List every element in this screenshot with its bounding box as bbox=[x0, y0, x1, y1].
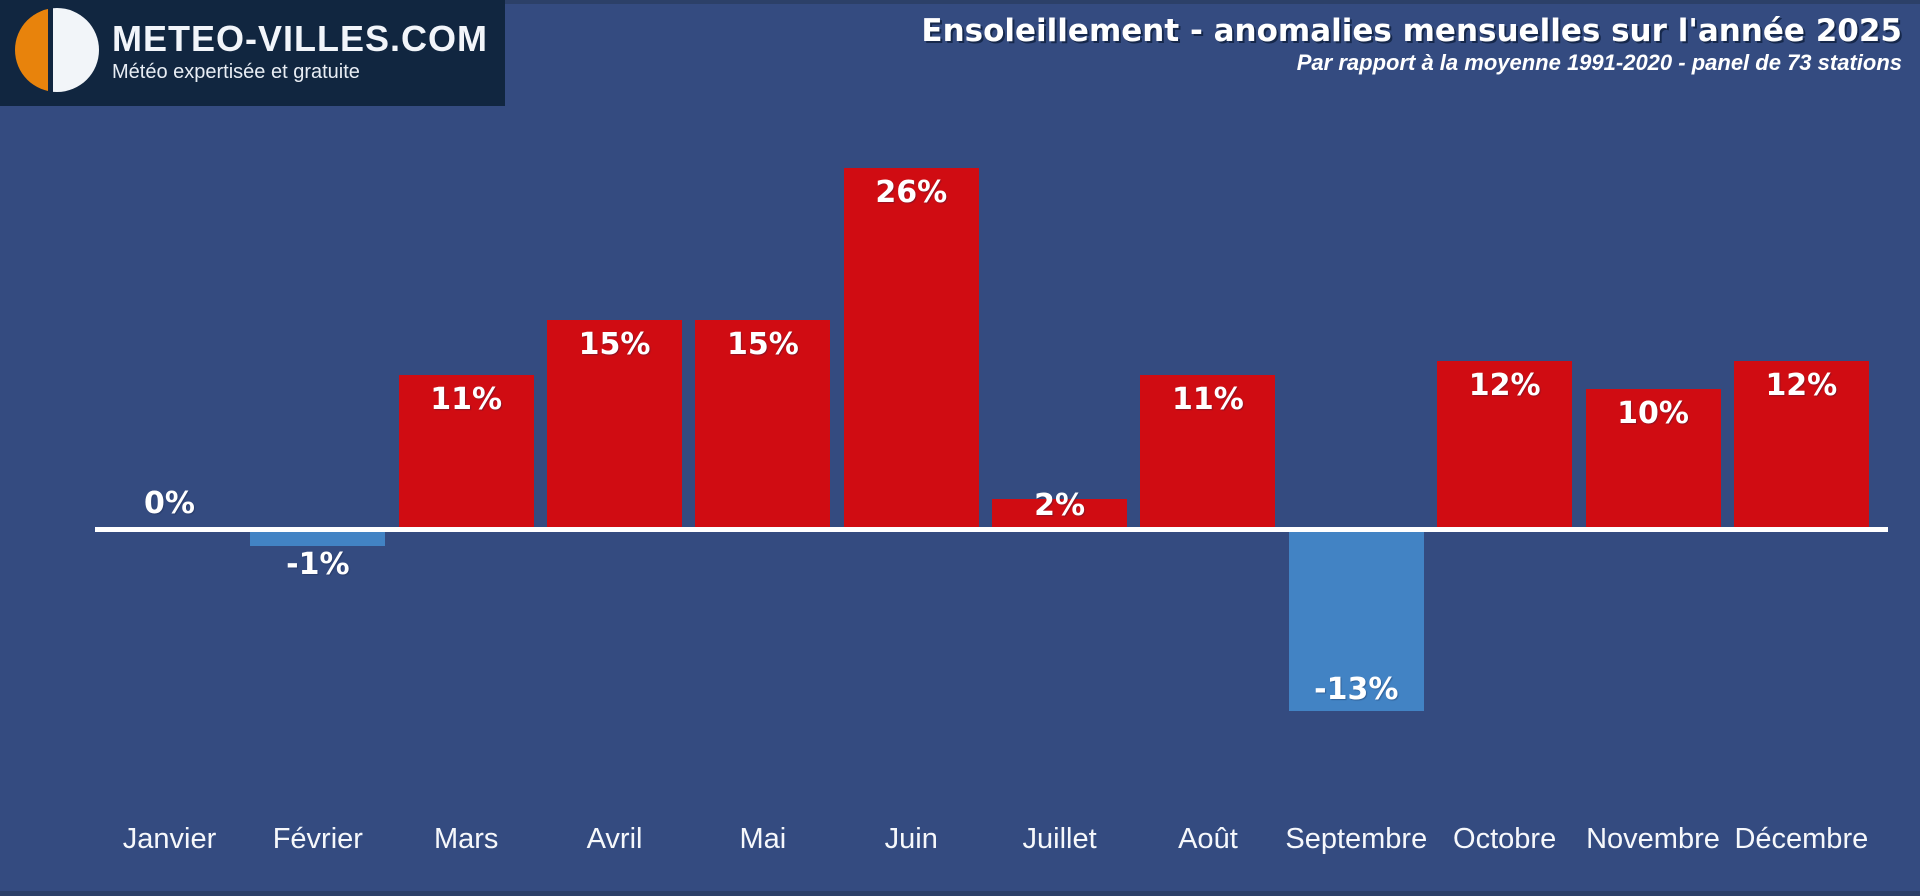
chart-subtitle: Par rapport à la moyenne 1991-2020 - pan… bbox=[1296, 50, 1902, 75]
month-label-janvier: Janvier bbox=[122, 823, 217, 855]
month-label-octobre: Octobre bbox=[1453, 823, 1557, 855]
bar-juillet bbox=[992, 499, 1128, 527]
month-label-mars: Mars bbox=[433, 823, 499, 855]
bar-value-decembre: 12% bbox=[1765, 368, 1838, 403]
bar-value-septembre: -13% bbox=[1314, 672, 1399, 707]
brand-name: METEO-VILLES.COM bbox=[112, 18, 488, 59]
brand-tagline: Météo expertisée et gratuite bbox=[112, 61, 360, 83]
top-edge-strip bbox=[0, 0, 1920, 4]
month-label-septembre: Septembre bbox=[1285, 823, 1428, 855]
bar-septembre bbox=[1288, 532, 1424, 711]
bar-aout bbox=[1140, 375, 1276, 527]
bar-novembre bbox=[1585, 389, 1721, 527]
zero-baseline bbox=[95, 527, 1888, 532]
bar-avril bbox=[547, 320, 683, 527]
bar-mars bbox=[398, 375, 534, 527]
bar-value-janvier: 0% bbox=[144, 486, 195, 521]
bar-value-fevrier: -1% bbox=[286, 547, 350, 582]
bar-fevrier bbox=[250, 532, 386, 546]
bar-value-aout: 11% bbox=[1172, 382, 1244, 417]
bar-value-novembre: 10% bbox=[1617, 396, 1689, 431]
bar-mai bbox=[695, 320, 831, 527]
logo-text: METEO-VILLES.COM Météo expertisée et gra… bbox=[112, 20, 488, 84]
month-label-juin: Juin bbox=[884, 823, 938, 855]
chart-title: Ensoleillement - anomalies mensuelles su… bbox=[921, 13, 1902, 49]
bar-value-mars: 11% bbox=[430, 382, 503, 417]
bar-value-juillet: 2% bbox=[1034, 488, 1086, 523]
bar-value-juin: 26% bbox=[875, 175, 948, 210]
month-label-mai: Mai bbox=[739, 823, 787, 855]
month-label-decembre: Décembre bbox=[1734, 823, 1869, 855]
bar-octobre bbox=[1437, 361, 1573, 527]
month-label-aout: Août bbox=[1178, 823, 1238, 855]
meteo-villes-logo-icon bbox=[15, 8, 99, 92]
bar-value-octobre: 12% bbox=[1468, 368, 1541, 403]
title-block: Ensoleillement - anomalies mensuelles su… bbox=[921, 12, 1902, 76]
bar-juin bbox=[843, 168, 979, 527]
month-label-novembre: Novembre bbox=[1586, 823, 1720, 855]
bar-value-avril: 15% bbox=[578, 327, 651, 362]
bottom-edge-strip bbox=[0, 891, 1920, 896]
month-label-fevrier: Février bbox=[272, 823, 363, 855]
bar-decembre bbox=[1733, 361, 1869, 527]
logo-banner: METEO-VILLES.COM Météo expertisée et gra… bbox=[0, 0, 505, 106]
bar-value-mai: 15% bbox=[726, 327, 799, 362]
month-label-juillet: Juillet bbox=[1022, 823, 1097, 855]
month-label-avril: Avril bbox=[586, 823, 643, 855]
